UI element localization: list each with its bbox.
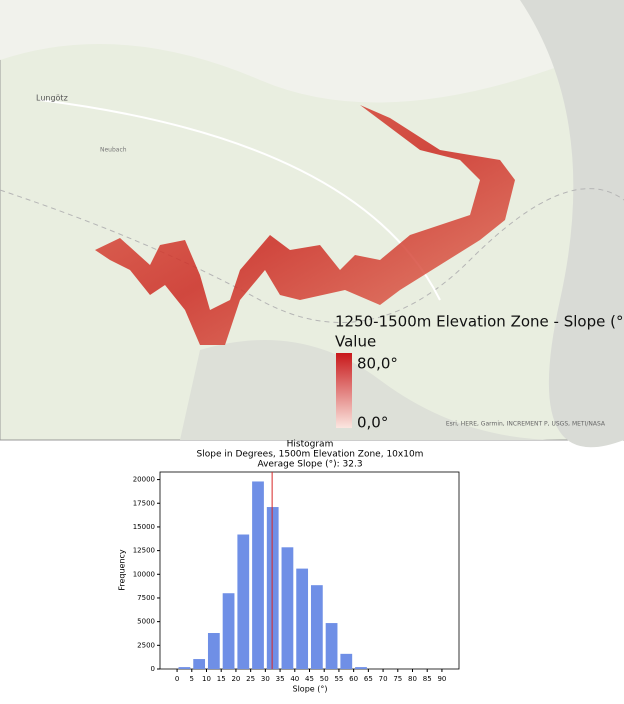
x-tick-label: 40 (290, 675, 299, 683)
x-tick-label: 90 (437, 675, 446, 683)
terrain (180, 340, 560, 440)
bar (222, 593, 235, 669)
terrain (0, 0, 624, 103)
chart-title: Histogram (287, 440, 334, 450)
x-tick-label: 50 (320, 675, 329, 683)
x-tick-label: 0 (175, 675, 179, 683)
x-tick-label: 5 (190, 675, 194, 683)
y-tick-label: 10000 (133, 570, 155, 578)
legend-title: 1250-1500m Elevation Zone - Slope (°) (335, 313, 624, 331)
terrain (520, 0, 624, 448)
x-tick-label: 25 (246, 675, 255, 683)
y-tick-label: 2500 (137, 641, 155, 649)
bar (281, 547, 294, 669)
x-tick-label: 70 (379, 675, 388, 683)
legend-min: 0,0° (357, 414, 388, 432)
bar (266, 507, 279, 669)
bar (207, 633, 220, 669)
road (0, 188, 624, 323)
y-tick-label: 15000 (133, 523, 155, 531)
x-tick-label: 30 (261, 675, 270, 683)
slope-zone (95, 105, 515, 345)
x-tick-label: 55 (334, 675, 343, 683)
y-tick-label: 7500 (137, 594, 155, 602)
chart-annotation: Average Slope (°): 32.3 (257, 460, 362, 470)
histogram: Histogram Slope in Degrees, 1500m Elevat… (118, 440, 460, 694)
map: Lungötz Neubach 1250-1500m Elevation Zon… (0, 0, 624, 448)
y-tick-label: 17500 (133, 499, 155, 507)
x-tick-label: 15 (217, 675, 226, 683)
bar (252, 481, 264, 669)
x-axis-label: Slope (°) (293, 685, 328, 694)
x-tick-label: 60 (349, 675, 358, 683)
place-label: Neubach (100, 147, 127, 154)
bar (340, 653, 353, 669)
x-tick-label: 20 (231, 675, 240, 683)
x-tick-label: 80 (408, 675, 417, 683)
plot-frame (159, 471, 460, 670)
bar (296, 568, 309, 669)
bar (237, 534, 250, 669)
legend-gradient (336, 353, 352, 428)
bar (355, 667, 367, 669)
x-tick-label: 45 (305, 675, 314, 683)
bar (193, 659, 206, 669)
bar (310, 585, 323, 669)
y-tick-label: 20000 (133, 476, 155, 484)
x-tick-label: 65 (364, 675, 373, 683)
x-tick-label: 85 (423, 675, 432, 683)
place-label: Lungötz (36, 94, 68, 103)
chart-subtitle: Slope in Degrees, 1500m Elevation Zone, … (197, 450, 424, 460)
attribution: Esri, HERE, Garmin, INCREMENT P, USGS, M… (446, 421, 606, 428)
y-tick-label: 12500 (133, 547, 155, 555)
y-tick-label: 0 (151, 665, 155, 673)
x-tick-label: 35 (276, 675, 285, 683)
legend-max: 80,0° (357, 355, 398, 373)
y-axis-label: Frequency (118, 549, 127, 591)
x-tick-label: 10 (202, 675, 211, 683)
y-tick-label: 5000 (137, 618, 155, 626)
legend-subtitle: Value (335, 333, 376, 351)
bar (178, 667, 191, 669)
bar (325, 623, 338, 669)
x-tick-label: 75 (393, 675, 402, 683)
